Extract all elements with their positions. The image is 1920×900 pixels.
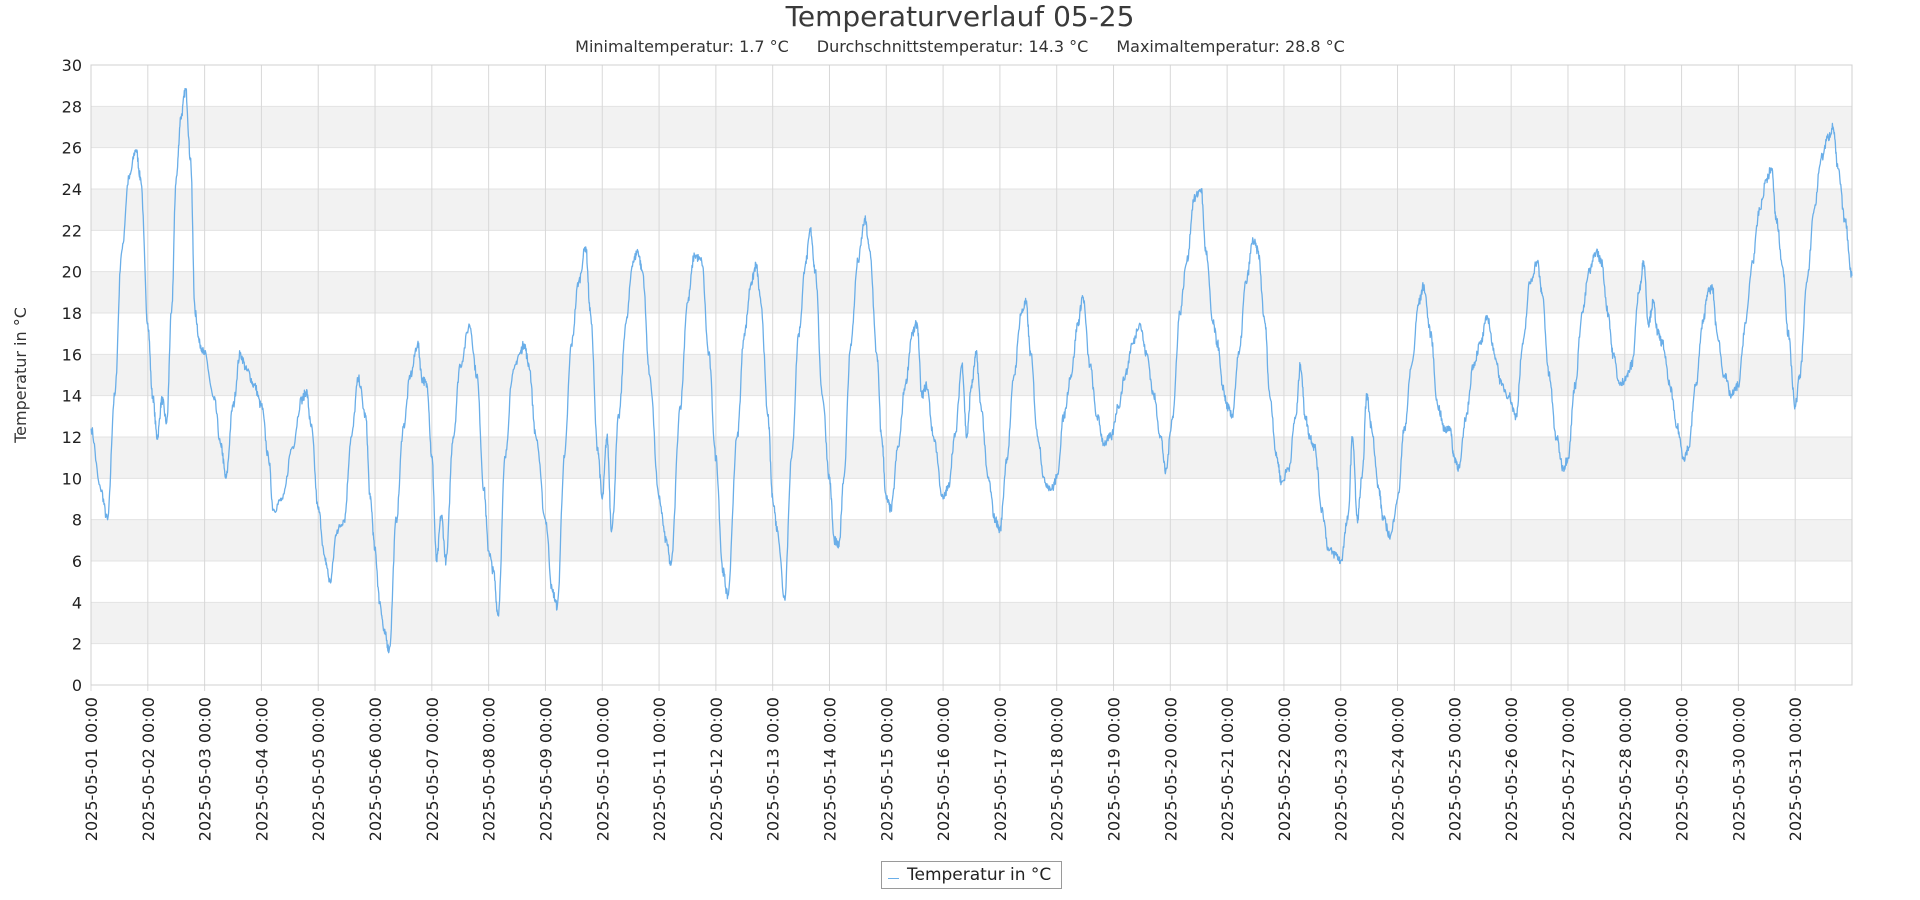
x-tick-label: 2025-05-26 00:00 <box>1502 697 1521 841</box>
x-tick-label: 2025-05-05 00:00 <box>309 697 328 841</box>
y-tick-label: 30 <box>62 56 82 75</box>
x-tick-label: 2025-05-23 00:00 <box>1332 697 1351 841</box>
x-tick-label: 2025-05-18 00:00 <box>1048 697 1067 841</box>
x-tick-label: 2025-05-02 00:00 <box>139 697 158 841</box>
x-tick-label: 2025-05-10 00:00 <box>593 697 612 841</box>
y-tick-label: 14 <box>62 387 82 406</box>
x-tick-label: 2025-05-09 00:00 <box>536 697 555 841</box>
x-tick-label: 2025-05-16 00:00 <box>934 697 953 841</box>
x-tick-label: 2025-05-04 00:00 <box>252 697 271 841</box>
subtitle-min-temp: Minimaltemperatur: 1.7 °C <box>575 37 789 56</box>
y-tick-label: 8 <box>72 511 82 530</box>
y-tick-label: 26 <box>62 139 82 158</box>
chart-title: Temperaturverlauf 05-25 <box>785 0 1135 33</box>
subtitle-avg-temp: Durchschnittstemperatur: 14.3 °C <box>816 37 1089 56</box>
x-tick-label: 2025-05-20 00:00 <box>1161 697 1180 841</box>
plot-area-frame <box>90 64 1853 686</box>
plot-band <box>91 271 1852 313</box>
x-tick-label: 2025-05-17 00:00 <box>991 697 1010 841</box>
y-tick-label: 0 <box>72 676 82 695</box>
y-tick-label: 22 <box>62 221 82 240</box>
x-tick-label: 2025-05-28 00:00 <box>1616 697 1635 841</box>
x-tick-label: 2025-05-01 00:00 <box>82 697 101 841</box>
x-tick-label: 2025-05-12 00:00 <box>707 697 726 841</box>
x-tick-label: 2025-05-29 00:00 <box>1673 697 1692 841</box>
x-tick-label: 2025-05-06 00:00 <box>366 697 385 841</box>
y-tick-label: 28 <box>62 97 82 116</box>
legend[interactable]: Temperatur in °C <box>881 861 1063 889</box>
y-tick-label: 6 <box>72 552 82 571</box>
x-tick-label: 2025-05-27 00:00 <box>1559 697 1578 841</box>
plot-band <box>91 602 1852 644</box>
y-tick-label: 4 <box>72 593 82 612</box>
x-tick-label: 2025-05-24 00:00 <box>1389 697 1408 841</box>
x-tick-label: 2025-05-21 00:00 <box>1218 697 1237 841</box>
legend-swatch <box>888 877 899 879</box>
x-axis-tick-labels: 2025-05-01 00:00 2025-05-02 00:00 2025-05-… <box>82 697 1805 841</box>
y-tick-label: 2 <box>72 635 82 654</box>
x-tick-label: 2025-05-30 00:00 <box>1729 697 1748 841</box>
x-tick-label: 2025-05-19 00:00 <box>1105 697 1124 841</box>
temperature-series-line <box>90 87 1853 654</box>
y-axis-label: Temperatur in °C <box>11 307 30 444</box>
legend-label: Temperatur in °C <box>907 865 1052 885</box>
y-tick-label: 20 <box>62 263 82 282</box>
x-tick-label: 2025-05-14 00:00 <box>820 697 839 841</box>
y-tick-label: 24 <box>62 180 82 199</box>
y-tick-label: 10 <box>62 469 82 488</box>
x-tick-label: 2025-05-15 00:00 <box>877 697 896 841</box>
x-tick-label: 2025-05-31 00:00 <box>1786 697 1805 841</box>
x-tick-label: 2025-05-11 00:00 <box>650 697 669 841</box>
y-tick-label: 16 <box>62 345 82 364</box>
y-tick-label: 12 <box>62 428 82 447</box>
plot-band <box>91 437 1852 479</box>
plot-band <box>91 189 1852 231</box>
chart-subtitle: Minimaltemperatur: 1.7 °C Durchschnittste… <box>0 37 1920 56</box>
subtitle-max-temp: Maximaltemperatur: 28.8 °C <box>1116 37 1345 56</box>
x-tick-label: 2025-05-03 00:00 <box>196 697 215 841</box>
plot-band <box>91 354 1852 396</box>
plot-bands <box>91 106 1852 644</box>
x-tick-label: 2025-05-13 00:00 <box>764 697 783 841</box>
x-tick-label: 2025-05-08 00:00 <box>480 697 499 841</box>
y-tick-label: 18 <box>62 304 82 323</box>
x-tick-label: 2025-05-25 00:00 <box>1445 697 1464 841</box>
plot-band <box>91 106 1852 148</box>
plot-band <box>91 519 1852 561</box>
x-tick-label: 2025-05-07 00:00 <box>423 697 442 841</box>
x-tick-label: 2025-05-22 00:00 <box>1275 697 1294 841</box>
